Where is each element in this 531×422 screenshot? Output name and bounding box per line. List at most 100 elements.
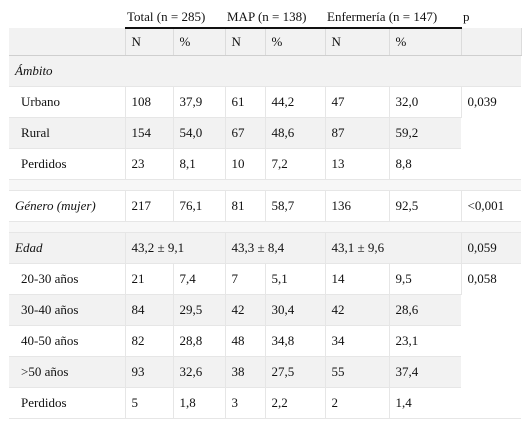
- cell: 29,5: [173, 294, 226, 326]
- cell: 7,4: [173, 263, 226, 295]
- cell: 37,9: [173, 86, 226, 118]
- cell: 37,4: [389, 356, 462, 388]
- header-sub-pct: %: [265, 28, 326, 56]
- cell: 54,0: [173, 117, 226, 149]
- table-row: 20-30 años 21 7,4 7 5,1 14 9,5 0,058: [9, 263, 522, 419]
- table-row: Urbano 108 37,9 61 44,2 47 32,0 0,039: [9, 86, 522, 180]
- header-p: p: [461, 6, 522, 28]
- header-blank: [9, 6, 125, 28]
- cell: 92,5: [389, 190, 462, 222]
- cell: 58,7: [265, 190, 326, 222]
- cell: 8,1: [173, 148, 226, 180]
- cell: 42: [325, 294, 390, 326]
- cell: 1,8: [173, 387, 226, 419]
- cell: 76,1: [173, 190, 226, 222]
- row-label: Perdidos: [9, 148, 126, 180]
- table-row-genero: Género (mujer) 217 76,1 81 58,7 136 92,5…: [9, 190, 522, 222]
- cell: 154: [125, 117, 174, 149]
- header-sub-n: N: [125, 28, 174, 56]
- table-row: Rural 154 54,0 67 48,6 87 59,2: [9, 117, 521, 149]
- table-row-edad: Edad 43,2 ± 9,1 43,3 ± 8,4 43,1 ± 9,6 0,…: [9, 232, 522, 264]
- cell: 8,8: [389, 148, 462, 180]
- cell: 5: [125, 387, 174, 419]
- header-map: MAP (n = 138): [225, 6, 325, 29]
- header-sub-blank: [461, 28, 522, 56]
- header-sub-pct: %: [173, 28, 226, 56]
- p-value-cell: 0,058: [461, 263, 522, 419]
- table-row: >50 años 93 32,6 38 27,5 55 37,4: [9, 356, 521, 388]
- cell: 28,6: [389, 294, 462, 326]
- cell: 82: [125, 325, 174, 357]
- cell: 7,2: [265, 148, 326, 180]
- cell: 5,1: [265, 263, 326, 295]
- spacer-cell: [9, 179, 522, 191]
- section-label: Ámbito: [9, 55, 522, 87]
- cell: 10: [225, 148, 266, 180]
- cell: 32,0: [389, 86, 462, 118]
- cell: 3: [225, 387, 266, 419]
- p-value-cell: 0,039: [461, 86, 522, 180]
- spacer-cell: [9, 221, 522, 233]
- section-row-ambito: Ámbito: [9, 55, 522, 87]
- row-label: 30-40 años: [9, 294, 126, 326]
- header-sub-n: N: [325, 28, 390, 56]
- cell: 27,5: [265, 356, 326, 388]
- cell: 30,4: [265, 294, 326, 326]
- cell: 67: [225, 117, 266, 149]
- table-header: Total (n = 285) MAP (n = 138) Enfermería…: [9, 6, 522, 56]
- cell: 44,2: [265, 86, 326, 118]
- table-row: 40-50 años 82 28,8 48 34,8 34 23,1: [9, 325, 521, 357]
- cell: 9,5: [389, 263, 462, 295]
- spacer-row: [9, 179, 522, 191]
- cell: 21: [125, 263, 174, 295]
- cell: 23,1: [389, 325, 462, 357]
- cell: 59,2: [389, 117, 462, 149]
- cell: 2,2: [265, 387, 326, 419]
- row-label: Género (mujer): [9, 190, 126, 222]
- cell: 136: [325, 190, 390, 222]
- row-label: Rural: [9, 117, 126, 149]
- header-sub-pct: %: [389, 28, 462, 56]
- cell: 34,8: [265, 325, 326, 357]
- mean-cell: 43,2 ± 9,1: [125, 232, 226, 264]
- table-row: Perdidos 23 8,1 10 7,2 13 8,8: [9, 148, 521, 180]
- cell: 2: [325, 387, 390, 419]
- cell: 217: [125, 190, 174, 222]
- cell: 55: [325, 356, 390, 388]
- cell: 108: [125, 86, 174, 118]
- cell: 34: [325, 325, 390, 357]
- cell: 48,6: [265, 117, 326, 149]
- p-value-cell: 0,059: [461, 232, 522, 264]
- cell: 7: [225, 263, 266, 295]
- mean-cell: 43,3 ± 8,4: [225, 232, 326, 264]
- row-label: 20-30 años: [9, 263, 126, 295]
- header-blank-sub: [9, 28, 126, 56]
- row-label: Urbano: [9, 86, 126, 118]
- mean-cell: 43,1 ± 9,6: [325, 232, 462, 264]
- row-label: Edad: [9, 232, 126, 264]
- table-row: Perdidos 5 1,8 3 2,2 2 1,4: [9, 387, 521, 419]
- cell: 48: [225, 325, 266, 357]
- header-total: Total (n = 285): [125, 6, 225, 29]
- row-label: >50 años: [9, 356, 126, 388]
- cell: 1,4: [389, 387, 462, 419]
- cell: 38: [225, 356, 266, 388]
- cell: 42: [225, 294, 266, 326]
- cell: 61: [225, 86, 266, 118]
- cell: 23: [125, 148, 174, 180]
- cell: 84: [125, 294, 174, 326]
- cell: 32,6: [173, 356, 226, 388]
- cell: 93: [125, 356, 174, 388]
- cell: 28,8: [173, 325, 226, 357]
- cell: 13: [325, 148, 390, 180]
- header-sub-n: N: [225, 28, 266, 56]
- cell: 81: [225, 190, 266, 222]
- row-label: 40-50 años: [9, 325, 126, 357]
- data-table: Total (n = 285) MAP (n = 138) Enfermería…: [9, 6, 522, 419]
- header-enfermeria: Enfermería (n = 147): [325, 6, 462, 29]
- cell: 87: [325, 117, 390, 149]
- cell: 47: [325, 86, 390, 118]
- table-row: 30-40 años 84 29,5 42 30,4 42 28,6: [9, 294, 521, 326]
- row-label: Perdidos: [9, 387, 126, 419]
- spacer-row: [9, 221, 522, 233]
